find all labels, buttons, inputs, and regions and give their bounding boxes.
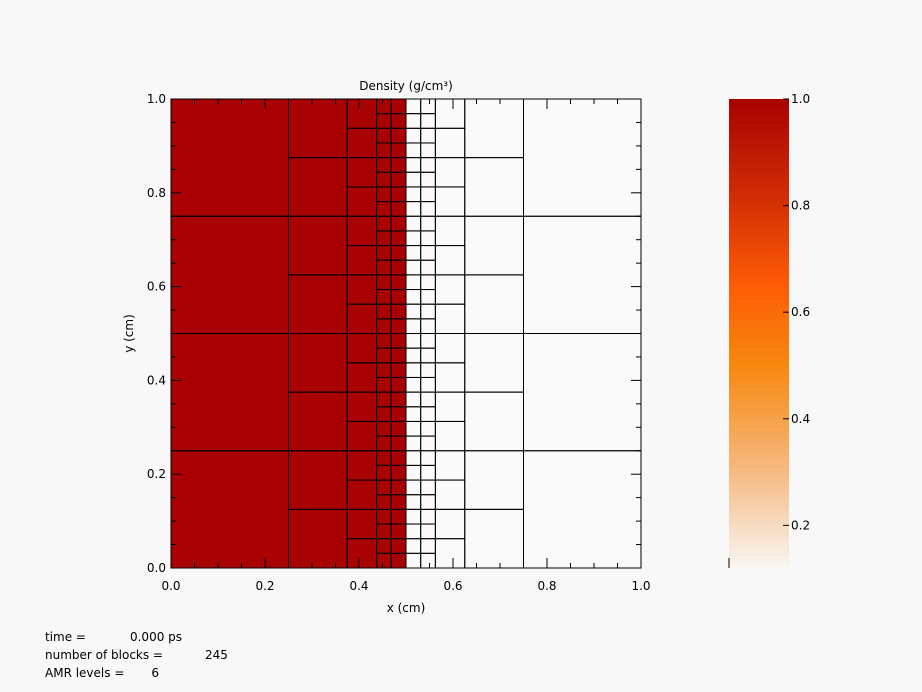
colorbar-ticks: 1.0 0.8 0.6 0.4 0.2 — [728, 92, 810, 568]
y-axis-label: y (cm) — [122, 314, 136, 353]
colorbar-tick-label: 0.8 — [791, 199, 810, 213]
time-readout: time = 0.000 ps — [45, 628, 182, 646]
time-label: time = — [45, 630, 86, 644]
y-tick-label: 0.6 — [147, 280, 166, 294]
colorbar — [729, 99, 789, 568]
time-value: 0.000 ps — [129, 630, 183, 644]
x-tick-label: 0.6 — [443, 579, 462, 593]
colorbar-tick-label: 0.6 — [791, 305, 810, 319]
blocks-label: number of blocks = — [45, 648, 163, 662]
x-tick-label: 1.0 — [631, 579, 650, 593]
x-tick-label: 0.2 — [255, 579, 274, 593]
x-tick-label: 0.4 — [349, 579, 368, 593]
chart-title: Density (g/cm³) — [359, 79, 453, 93]
x-axis-label: x (cm) — [387, 601, 426, 615]
y-tick-label: 0.2 — [147, 467, 166, 481]
blocks-value: 245 — [205, 648, 228, 662]
colorbar-tick-label: 0.2 — [791, 518, 810, 532]
levels-value: 6 — [151, 666, 160, 680]
y-tick-label: 0.0 — [147, 561, 166, 575]
levels-label: AMR levels = — [45, 666, 125, 680]
x-tick-label: 0.0 — [161, 579, 180, 593]
y-tick-label: 1.0 — [147, 92, 166, 106]
levels-readout: AMR levels = 6 — [45, 664, 159, 682]
x-tick-label: 0.8 — [537, 579, 556, 593]
y-tick-label: 0.8 — [147, 186, 166, 200]
colorbar-tick-label: 1.0 — [791, 92, 810, 106]
blocks-readout: number of blocks = 245 — [45, 646, 228, 664]
axis-ticks: 0.0 0.2 0.4 0.6 0.8 1.0 0.0 0.2 0.4 0.6 0.8 1.0 — [147, 92, 651, 593]
colorbar-tick-label: 0.4 — [791, 412, 810, 426]
y-tick-label: 0.4 — [147, 373, 166, 387]
